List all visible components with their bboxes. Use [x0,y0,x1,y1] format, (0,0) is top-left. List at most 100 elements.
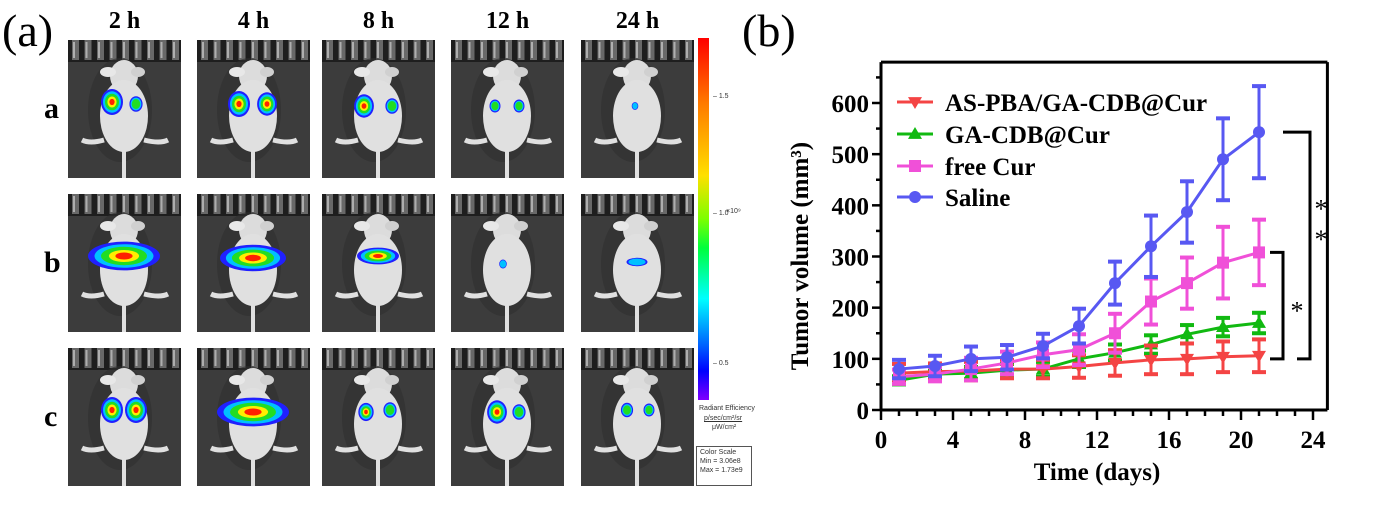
colorbar-unit-denominator: μW/cm² [712,424,737,431]
data-point [1073,343,1085,356]
fluorescence-image-c-1 [197,348,310,486]
color-scale-box: Color Scale Min = 3.06e8 Max = 1.73e9 [696,446,752,486]
colorbar-title: Radiant Efficiency [699,405,755,412]
group-label-c: c [44,400,58,433]
data-point [1145,240,1157,253]
data-point [1001,351,1013,364]
data-point [1109,327,1121,340]
data-point [893,370,905,383]
data-point [1252,316,1266,328]
data-point [1180,327,1194,340]
panel-b-label: (b) [742,5,796,56]
fluorescence-image-b-0 [68,194,181,332]
data-point [1181,277,1193,290]
series-line [898,354,1260,375]
data-point [928,366,942,379]
time-header-0: 2 h [108,8,141,34]
data-point [1145,295,1157,308]
fluorescence-image-c-3 [451,348,564,486]
color-scale-max: Max = 1.73e9 [700,466,743,474]
fluorescence-image-b-1 [197,194,310,332]
data-point [892,368,906,381]
data-point [965,363,977,376]
legend-marker [908,97,922,109]
significance-bracket-double: ** [1283,130,1328,361]
data-point [1108,358,1122,370]
data-point [929,359,941,372]
series-line [898,250,1260,379]
data-point [892,373,906,386]
data-point [1072,351,1086,364]
x-tick-label-20: 20 [1229,427,1254,454]
data-point [1217,256,1229,269]
data-point [929,368,941,381]
significance-bracket-single: * [1270,250,1304,361]
fluorescence-image-b-3 [451,194,564,332]
legend-marker [909,191,921,203]
data-point [1217,153,1229,166]
colorbar-tick-2: – 0.5 [713,360,729,367]
y-tick-label-200: 200 [832,296,870,323]
x-tick-label-0: 0 [875,427,888,454]
fluorescence-image-a-0 [68,40,181,178]
series-free-cur [892,217,1266,386]
y-tick-label-0: 0 [857,398,870,425]
panel-a-label: (a) [2,5,54,56]
fluorescence-image-a-4 [581,40,694,178]
series-saline [892,84,1266,381]
legend-item-2: free Cur [897,154,1035,181]
data-point [1000,363,1014,375]
series-line [898,321,1260,382]
data-point [1180,353,1194,366]
y-tick-label-100: 100 [832,347,870,374]
legend-label: GA-CDB@Cur [945,122,1110,149]
fluorescence-image-a-1 [197,40,310,178]
x-tick-label-8: 8 [1019,427,1032,454]
data-point [964,366,978,379]
data-point [1252,350,1266,363]
legend-label: AS-PBA/GA-CDB@Cur [945,90,1207,117]
color-scale-title: Color Scale [700,449,737,456]
series-line [898,130,1260,371]
colorbar-tick-1: – 1.0 [713,210,729,217]
x-axis-label: Time (days) [1034,459,1161,486]
x-tick-label-16: 16 [1157,427,1182,454]
time-header-1: 4 h [237,8,270,34]
data-point [1000,364,1014,377]
data-point [1181,205,1193,218]
data-point [1073,320,1085,333]
time-header-3: 12 h [485,8,530,34]
data-point [964,366,978,379]
fluorescence-image-b-4 [581,194,694,332]
time-header-4: 24 h [615,8,660,34]
data-point [1216,320,1230,333]
x-tick-label-24: 24 [1301,427,1327,454]
annotation-single-star: * [1291,297,1304,326]
legend-item-0: AS-PBA/GA-CDB@Cur [897,90,1207,117]
series-ga-cdb-cur [892,310,1266,387]
annotation-double-star-2: * [1315,225,1328,254]
data-point [1108,345,1122,358]
fluorescence-image-c-0 [68,348,181,486]
group-label-a: a [44,92,59,125]
bracket-line [1283,130,1312,361]
data-point [928,367,942,380]
fluorescence-image-a-2 [322,40,435,178]
legend-label: free Cur [945,154,1035,181]
colorbar [698,38,709,400]
data-point [1072,361,1086,374]
data-point [1036,364,1050,377]
data-point [1216,351,1230,364]
y-tick-label-600: 600 [832,91,870,118]
colorbar-exponent: ×10⁹ [726,208,741,215]
group-label-b: b [44,246,61,279]
data-point [1037,348,1049,361]
fluorescence-image-b-2 [322,194,435,332]
y-tick-label-300: 300 [832,245,870,272]
data-point [1144,354,1158,367]
annotation-double-star-1: * [1315,194,1328,223]
colorbar-tick-0: – 1.5 [713,93,729,100]
color-scale-min: Min = 3.06e8 [700,457,741,465]
legend-marker [908,127,922,139]
data-point [1037,340,1049,353]
